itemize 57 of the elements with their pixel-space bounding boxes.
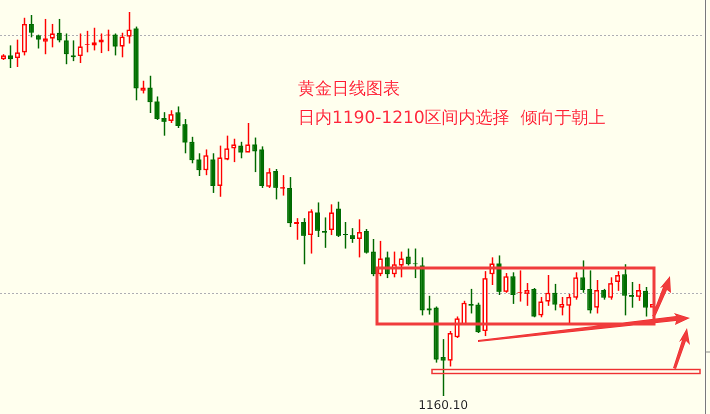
text: 黄金日线图表: [298, 78, 400, 100]
candlestick: [168, 110, 174, 124]
candlestick: [608, 276, 614, 300]
candlestick: [189, 136, 194, 164]
candlestick: [231, 138, 236, 163]
candlestick: [148, 74, 153, 114]
candlestick: [301, 217, 306, 266]
candlestick: [398, 250, 404, 278]
candlestick: [112, 32, 118, 56]
candlestick: [524, 282, 530, 307]
candlestick: [273, 168, 278, 200]
annotation: 1160.10: [418, 398, 468, 412]
candlestick: [643, 286, 648, 318]
candlestick: [252, 136, 258, 173]
candlestick: [308, 208, 314, 254]
candlestick: [594, 279, 600, 314]
candlestick: [545, 274, 550, 307]
candlestick: [50, 23, 55, 48]
candlestick: [56, 18, 62, 44]
candlestick: [587, 270, 592, 314]
candlestick: [196, 152, 202, 177]
candlestick: [210, 152, 216, 194]
candlestick: [154, 96, 160, 121]
candlestick: [315, 202, 320, 238]
candlestick: [350, 227, 355, 244]
candlestick: [120, 32, 125, 58]
candlestick: [328, 204, 334, 236]
candlestick: [78, 32, 83, 64]
candlestick: [126, 11, 132, 44]
candlestick: [161, 111, 167, 136]
candlestick: [28, 14, 34, 38]
candlestick: [203, 148, 208, 176]
candlestick: [370, 238, 376, 277]
candlestick: [566, 293, 572, 325]
candlestick: [294, 217, 300, 240]
text: 日内1190-1210区间内选择 倾向于朝上: [298, 107, 606, 129]
candlestick: [573, 272, 578, 300]
candlestick: [636, 283, 642, 302]
candlestick: [14, 38, 20, 68]
candlestick: [601, 288, 606, 300]
candlestick: [182, 118, 188, 154]
candlestick: [364, 228, 369, 254]
candlestick: [406, 248, 411, 266]
candlestick: [538, 296, 544, 318]
candlestick: [510, 272, 516, 305]
candlestick: [580, 260, 586, 294]
candlestick: [552, 283, 558, 312]
candlestick: [503, 272, 508, 294]
candlestick: [64, 32, 69, 65]
candlestick: [622, 264, 628, 316]
candlestick: [238, 141, 244, 160]
candlestick: [245, 122, 250, 154]
candlestick: [356, 218, 362, 258]
candlestick: [224, 134, 230, 161]
candlestick: [266, 168, 272, 189]
candlestick: [615, 270, 620, 292]
candlestick: [175, 106, 180, 129]
